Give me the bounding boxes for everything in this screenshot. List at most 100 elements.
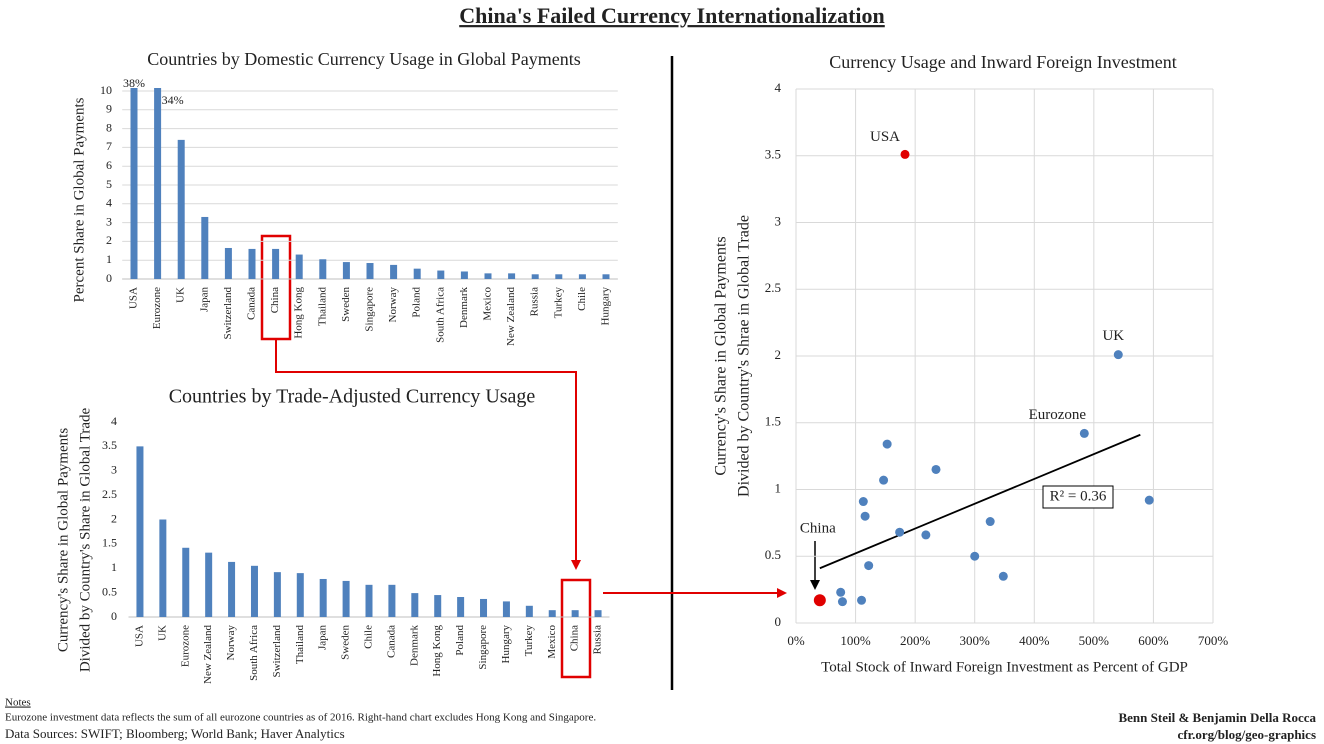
y-tick-label: 2 xyxy=(106,233,112,247)
y-tick-label: 9 xyxy=(106,102,112,116)
bar xyxy=(342,580,350,617)
x-tick-label: 200% xyxy=(900,633,931,648)
data-sources: Data Sources: SWIFT; Bloomberg; World Ba… xyxy=(5,726,345,741)
point xyxy=(836,587,846,597)
x-tick-label: UK xyxy=(156,625,168,641)
bar xyxy=(342,262,350,279)
y-tick-label: 0 xyxy=(775,614,782,629)
y-tick-label: 1 xyxy=(106,252,112,266)
bar xyxy=(319,578,327,617)
y-axis-label: Currency's Share in Global Payments xyxy=(713,236,730,475)
bar xyxy=(295,254,303,279)
point xyxy=(931,464,941,474)
bar xyxy=(365,584,373,617)
bar xyxy=(182,547,190,617)
point xyxy=(1079,428,1089,438)
y-tick-label: 0.5 xyxy=(102,584,117,598)
y-tick-label: 5 xyxy=(106,177,112,191)
bar xyxy=(224,247,232,279)
y-tick-label: 3 xyxy=(775,213,782,228)
x-tick-label: New Zealand xyxy=(505,287,517,346)
x-tick-label: 0% xyxy=(787,633,805,648)
x-tick-label: Hungary xyxy=(500,625,512,664)
x-tick-label: Turkey xyxy=(523,625,535,657)
x-tick-label: Russia xyxy=(529,287,541,316)
bar xyxy=(411,593,419,617)
bar xyxy=(531,274,539,279)
point xyxy=(1113,350,1123,360)
x-tick-label: Singapore xyxy=(477,625,489,670)
bar xyxy=(296,573,304,617)
y-tick-label: 0 xyxy=(111,609,117,623)
credit-site: cfr.org/blog/geo-graphics xyxy=(1177,727,1316,742)
bar xyxy=(273,572,281,617)
x-tick-label: Eurozone xyxy=(179,625,191,667)
x-tick-label: Canada xyxy=(385,625,397,658)
x-tick-label: Turkey xyxy=(552,287,564,319)
chart-title: Countries by Trade-Adjusted Currency Usa… xyxy=(169,386,536,408)
value-label: 34% xyxy=(162,93,184,107)
point xyxy=(985,517,995,527)
bar xyxy=(508,273,516,279)
y-tick-label: 1 xyxy=(111,560,117,574)
point xyxy=(879,475,889,485)
bar xyxy=(594,610,602,617)
y-tick-label: 3 xyxy=(106,214,112,228)
bar xyxy=(548,610,556,617)
point xyxy=(813,594,826,607)
x-tick-label: Hong Kong xyxy=(431,625,443,677)
x-tick-label: Sweden xyxy=(340,625,352,660)
x-tick-label: USA xyxy=(133,625,145,647)
y-tick-label: 2 xyxy=(775,347,782,362)
bar xyxy=(413,268,421,279)
bar xyxy=(205,552,213,617)
y-tick-label: 2.5 xyxy=(765,280,781,295)
x-tick-label: Singapore xyxy=(364,287,376,332)
x-tick-label: Chile xyxy=(363,625,375,649)
x-tick-label: Poland xyxy=(454,625,466,656)
x-tick-label: Japan xyxy=(317,625,329,651)
x-tick-label: USA xyxy=(128,287,140,309)
notes-heading: Notes xyxy=(5,697,31,709)
y-tick-label: 4 xyxy=(111,414,117,428)
chart-title: Currency Usage and Inward Foreign Invest… xyxy=(829,52,1176,72)
x-axis-label: Total Stock of Inward Foreign Investment… xyxy=(821,659,1188,675)
x-tick-label: Hong Kong xyxy=(293,287,305,339)
bar xyxy=(602,274,610,279)
bar xyxy=(388,584,396,617)
value-label: 38% xyxy=(123,76,145,90)
y-tick-label: 7 xyxy=(106,139,112,153)
x-tick-label: Thailand xyxy=(294,625,306,665)
y-axis-label: Divided by Country's Share in Global Tra… xyxy=(77,407,93,672)
y-tick-label: 4 xyxy=(775,80,782,95)
x-tick-label: UK xyxy=(175,287,187,303)
bar xyxy=(228,561,236,617)
page-title: China's Failed Currency Internationaliza… xyxy=(459,3,885,28)
y-tick-label: 2 xyxy=(111,511,117,525)
x-tick-label: Thailand xyxy=(316,287,328,327)
y-axis-label: Percent Share in Global Payments xyxy=(71,97,87,302)
y-tick-label: 6 xyxy=(106,158,112,172)
y-tick-label: 4 xyxy=(106,196,112,210)
y-tick-label: 3.5 xyxy=(102,438,117,452)
bar xyxy=(571,610,579,617)
x-tick-label: Norway xyxy=(225,625,237,661)
bar xyxy=(525,605,533,617)
x-tick-label: Norway xyxy=(387,287,399,323)
x-tick-label: Sweden xyxy=(340,287,352,322)
point xyxy=(998,571,1008,581)
bar xyxy=(390,264,398,279)
x-tick-label: New Zealand xyxy=(202,625,214,684)
x-tick-label: Russia xyxy=(592,625,604,654)
point-label: China xyxy=(800,521,836,537)
point-label: UK xyxy=(1102,328,1124,344)
x-tick-label: 100% xyxy=(840,633,871,648)
x-tick-label: 300% xyxy=(960,633,991,648)
point xyxy=(864,561,874,571)
y-tick-label: 8 xyxy=(106,120,112,134)
x-tick-label: South Africa xyxy=(248,625,260,681)
point xyxy=(860,511,870,521)
x-tick-label: China xyxy=(269,287,281,313)
bar xyxy=(201,216,209,279)
